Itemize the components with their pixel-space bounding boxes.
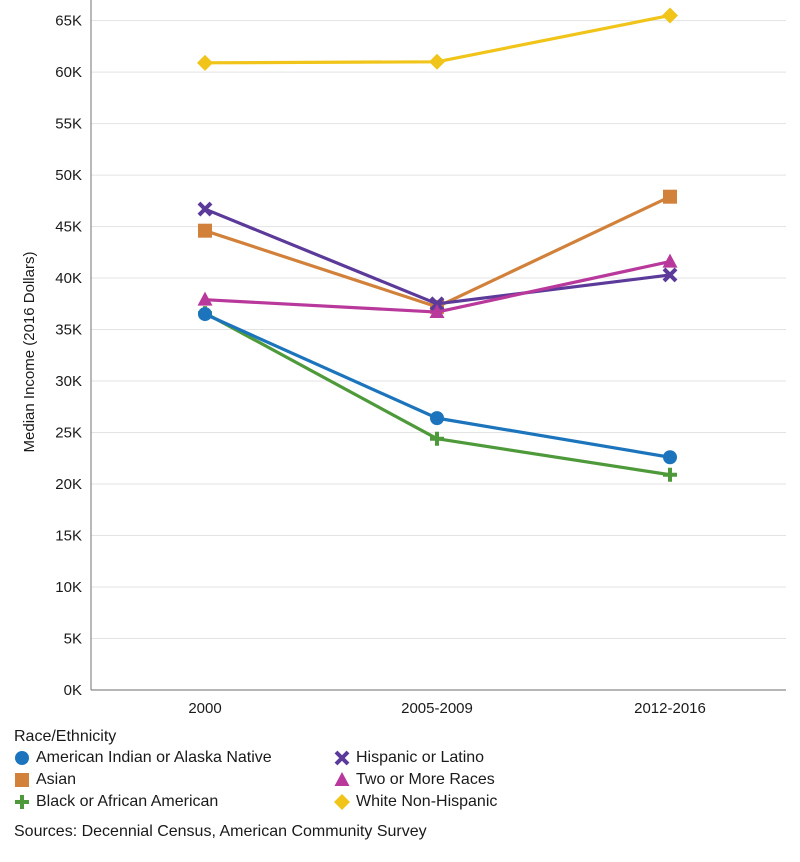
legend-label: Asian	[36, 771, 77, 788]
legend-marker	[15, 772, 29, 787]
legend-item: Black or African American	[14, 792, 334, 811]
square-marker-icon	[15, 772, 29, 787]
legend-item: Hispanic or Latino	[334, 748, 594, 767]
legend-title: Race/Ethnicity	[14, 728, 117, 745]
data-point	[197, 54, 213, 71]
series-line	[204, 311, 671, 477]
data-point	[430, 411, 444, 426]
y-tick-label: 25K	[55, 425, 82, 442]
legend-label: American Indian or Alaska Native	[36, 749, 272, 766]
y-tick-label: 40K	[55, 270, 82, 287]
series-asian	[198, 189, 677, 314]
data-point	[663, 467, 677, 482]
line-chart: 0K 5K 10K 15K 20K 25K 30K 35K 40K 45K 50K 55K 60K 65K…	[21, 0, 786, 717]
plus-marker-icon	[15, 794, 29, 809]
legend-marker	[334, 793, 350, 810]
series-two-or-more-races	[197, 253, 678, 319]
x-tick-label: 2000	[188, 700, 221, 717]
data-point	[663, 450, 677, 465]
data-point	[430, 431, 444, 446]
y-tick-label: 0K	[64, 682, 82, 699]
series-layer	[197, 7, 678, 482]
x-tick-labels: 2000 2005-2009 2012-2016	[188, 700, 706, 717]
legend-item: White Non-Hispanic	[334, 792, 594, 811]
legend-label: Two or More Races	[356, 771, 495, 788]
data-point	[429, 296, 445, 312]
legend-label: Hispanic or Latino	[356, 749, 485, 766]
y-tick-label: 65K	[55, 13, 82, 30]
data-point	[662, 253, 678, 268]
data-point	[663, 189, 677, 204]
triangle-marker-icon	[334, 771, 350, 786]
data-point	[198, 307, 212, 322]
series-black-or-african-american	[198, 306, 677, 482]
y-tick-label: 15K	[55, 528, 82, 545]
diamond-marker-icon	[334, 793, 350, 810]
data-point	[198, 223, 212, 238]
data-point	[429, 304, 445, 319]
data-point	[197, 201, 213, 217]
y-tick-label: 35K	[55, 322, 82, 339]
y-tick-label: 10K	[55, 579, 82, 596]
y-tick-label: 55K	[55, 116, 82, 133]
series-white-non-hispanic	[197, 7, 678, 71]
series-line	[204, 207, 671, 306]
legend-item: Two or More Races	[334, 770, 594, 789]
series-hispanic-or-latino	[197, 201, 678, 312]
source-note: Sources: Decennial Census, American Comm…	[14, 823, 427, 840]
legend-label: Black or African American	[36, 793, 219, 810]
y-tick-labels: 0K 5K 10K 15K 20K 25K 30K 35K 40K 45K 50K 55K 60K 65K	[55, 13, 82, 699]
legend-marker	[334, 771, 350, 786]
x-tick-label: 2012-2016	[634, 700, 706, 717]
y-tick-label: 60K	[55, 64, 82, 81]
legend: Race/Ethnicity American Indian or Alaska…	[14, 727, 794, 811]
legend-items: American Indian or Alaska Native Hispanic…	[14, 748, 794, 811]
series-line	[204, 195, 671, 309]
data-point	[662, 267, 678, 283]
x-marker-icon	[334, 750, 350, 765]
gridlines	[91, 20, 786, 640]
y-tick-label: 5K	[64, 631, 82, 648]
circle-marker-icon	[15, 750, 29, 765]
y-tick-label: 20K	[55, 476, 82, 493]
legend-marker	[334, 750, 350, 765]
legend-item: American Indian or Alaska Native	[14, 748, 334, 767]
legend-item: Asian	[14, 770, 334, 789]
axes	[90, 0, 786, 691]
legend-label: White Non-Hispanic	[356, 793, 498, 810]
y-axis-title: Median Income (2016 Dollars)	[21, 252, 38, 453]
y-tick-label: 30K	[55, 373, 82, 390]
y-tick-label: 45K	[55, 219, 82, 236]
series-american-indian-or-alaska-native	[198, 307, 677, 465]
data-point	[197, 291, 213, 306]
x-tick-label: 2005-2009	[401, 700, 473, 717]
data-point	[662, 7, 678, 24]
data-point	[429, 53, 445, 70]
legend-marker	[15, 794, 29, 809]
y-tick-label: 50K	[55, 167, 82, 184]
legend-marker	[15, 750, 29, 765]
